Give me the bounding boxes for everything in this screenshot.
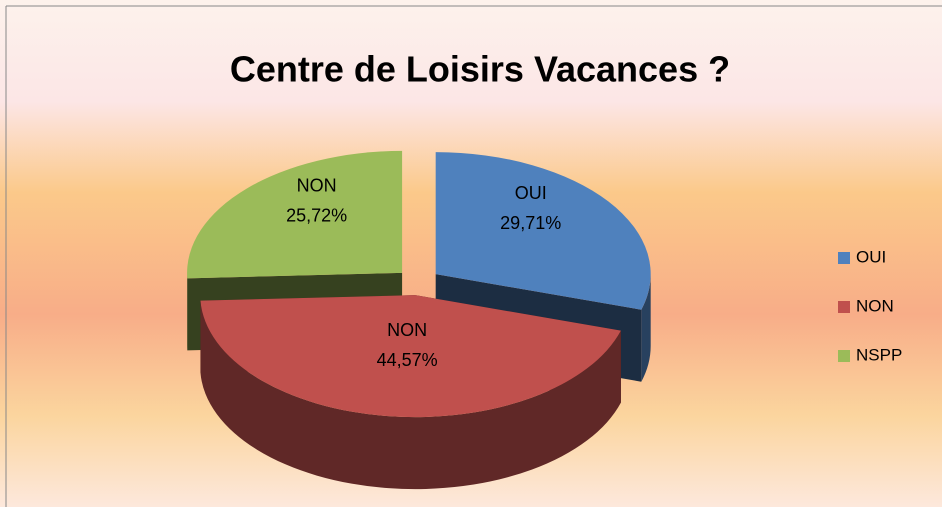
data-label-name: OUI	[515, 183, 547, 203]
legend-swatch	[838, 252, 850, 264]
legend-label: OUI	[856, 247, 886, 266]
data-label: 25,72%	[286, 205, 347, 225]
legend-swatch	[838, 350, 850, 362]
slice	[435, 152, 651, 310]
legend-label: NSPP	[856, 345, 902, 364]
slice-side	[641, 274, 651, 382]
slice	[187, 150, 403, 279]
data-label-name: NON	[297, 175, 337, 195]
data-label: 44,57%	[377, 350, 438, 370]
slice	[200, 295, 621, 418]
legend-swatch	[838, 301, 850, 313]
data-label-name: NON	[387, 320, 427, 340]
data-label: 29,71%	[500, 213, 561, 233]
legend-label: NON	[856, 296, 894, 315]
chart-title: Centre de Loisirs Vacances ?	[230, 49, 730, 90]
slice-side	[200, 300, 621, 490]
